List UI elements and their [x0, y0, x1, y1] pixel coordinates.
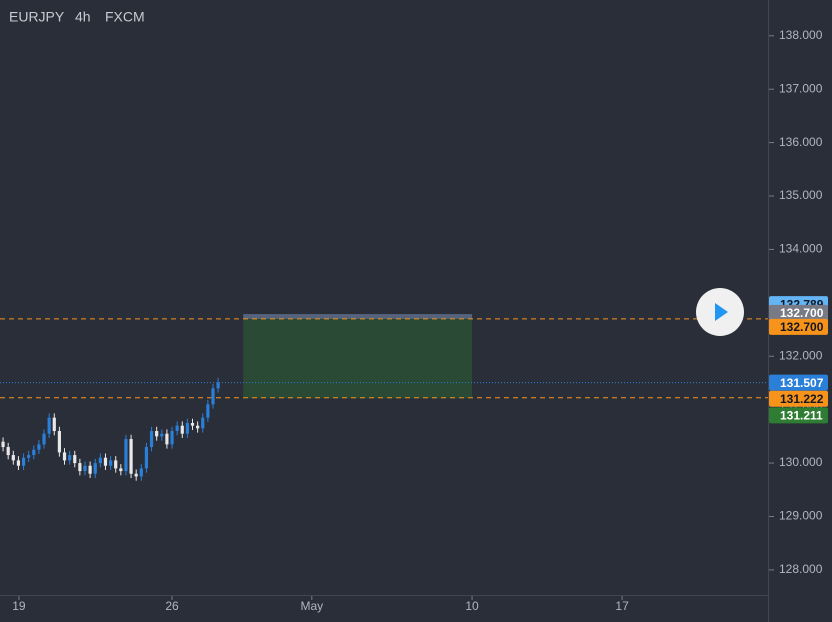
x-tick-label: May [300, 599, 323, 613]
price-tag [769, 407, 828, 424]
candle-body [52, 417, 56, 432]
candle-body [211, 388, 215, 405]
candle-body [37, 444, 41, 450]
candle-body [1, 441, 5, 448]
candle-body [62, 452, 67, 461]
price-tag-label: 132.700 [780, 306, 824, 320]
x-tick-label: 10 [465, 599, 479, 613]
candle-body [180, 425, 184, 434]
candle-body [175, 425, 179, 432]
candle-body [119, 468, 123, 472]
price-tag-label: 131.507 [780, 376, 824, 390]
candle-body [32, 449, 36, 456]
price-tag-label: 131.222 [780, 392, 824, 406]
candle-body [129, 439, 133, 474]
candle-body [155, 431, 159, 437]
y-tick-label: 129.000 [779, 509, 823, 523]
price-tag [769, 318, 828, 335]
play-button[interactable] [696, 288, 744, 336]
candle-body [16, 460, 21, 466]
candle-body [83, 465, 87, 472]
y-tick-label: 135.000 [779, 188, 823, 202]
candle-body [206, 404, 210, 418]
y-tick-label: 132.000 [779, 348, 823, 362]
interval: 4h [75, 9, 91, 25]
price-tag [769, 304, 828, 321]
candle-body [196, 425, 200, 429]
candle-body [160, 433, 164, 437]
candle-body [216, 382, 220, 389]
candle-body [170, 431, 174, 445]
candle-body [93, 463, 97, 474]
candle-body [57, 431, 61, 453]
play-icon[interactable] [715, 303, 728, 321]
candle-body [103, 457, 108, 466]
candle-body [114, 460, 118, 469]
x-tick-label: 26 [165, 599, 179, 613]
candle-body [190, 423, 195, 426]
candle-body [78, 463, 82, 472]
y-tick-label: 134.000 [779, 242, 823, 256]
candle-body [149, 431, 154, 448]
candle-body [139, 468, 143, 477]
candle-body [165, 433, 169, 445]
target-zone [243, 318, 473, 399]
y-tick-label: 137.000 [779, 81, 823, 95]
candle-body [201, 417, 205, 429]
y-tick-label: 128.000 [779, 562, 823, 576]
candle-body [73, 455, 77, 464]
candle-body [27, 455, 31, 458]
candle-body [108, 460, 113, 466]
x-tick-label: 17 [615, 599, 629, 613]
symbol: EURJPY [9, 9, 65, 25]
candle-body [88, 465, 92, 474]
price-tag [769, 374, 828, 391]
price-tag-label: 132.700 [780, 320, 824, 334]
zone-top-strip [243, 314, 473, 319]
candle-body [11, 455, 15, 461]
y-tick-label: 136.000 [779, 135, 823, 149]
candle-body [98, 457, 102, 464]
candle-body [185, 423, 189, 434]
price-tag-label: 131.211 [780, 409, 823, 423]
candle-body [21, 457, 26, 466]
source: FXCM [105, 9, 145, 25]
candle-body [42, 433, 46, 445]
candle-body [144, 447, 149, 469]
y-tick-label: 138.000 [779, 28, 823, 42]
candle-body [124, 439, 128, 472]
candle-body [68, 455, 72, 461]
y-tick-label: 130.000 [779, 455, 823, 469]
candle-body [47, 417, 51, 434]
x-tick-label: 19 [12, 599, 26, 613]
candle-body [134, 473, 138, 477]
candle-body [6, 447, 10, 456]
price-tag [769, 390, 828, 407]
